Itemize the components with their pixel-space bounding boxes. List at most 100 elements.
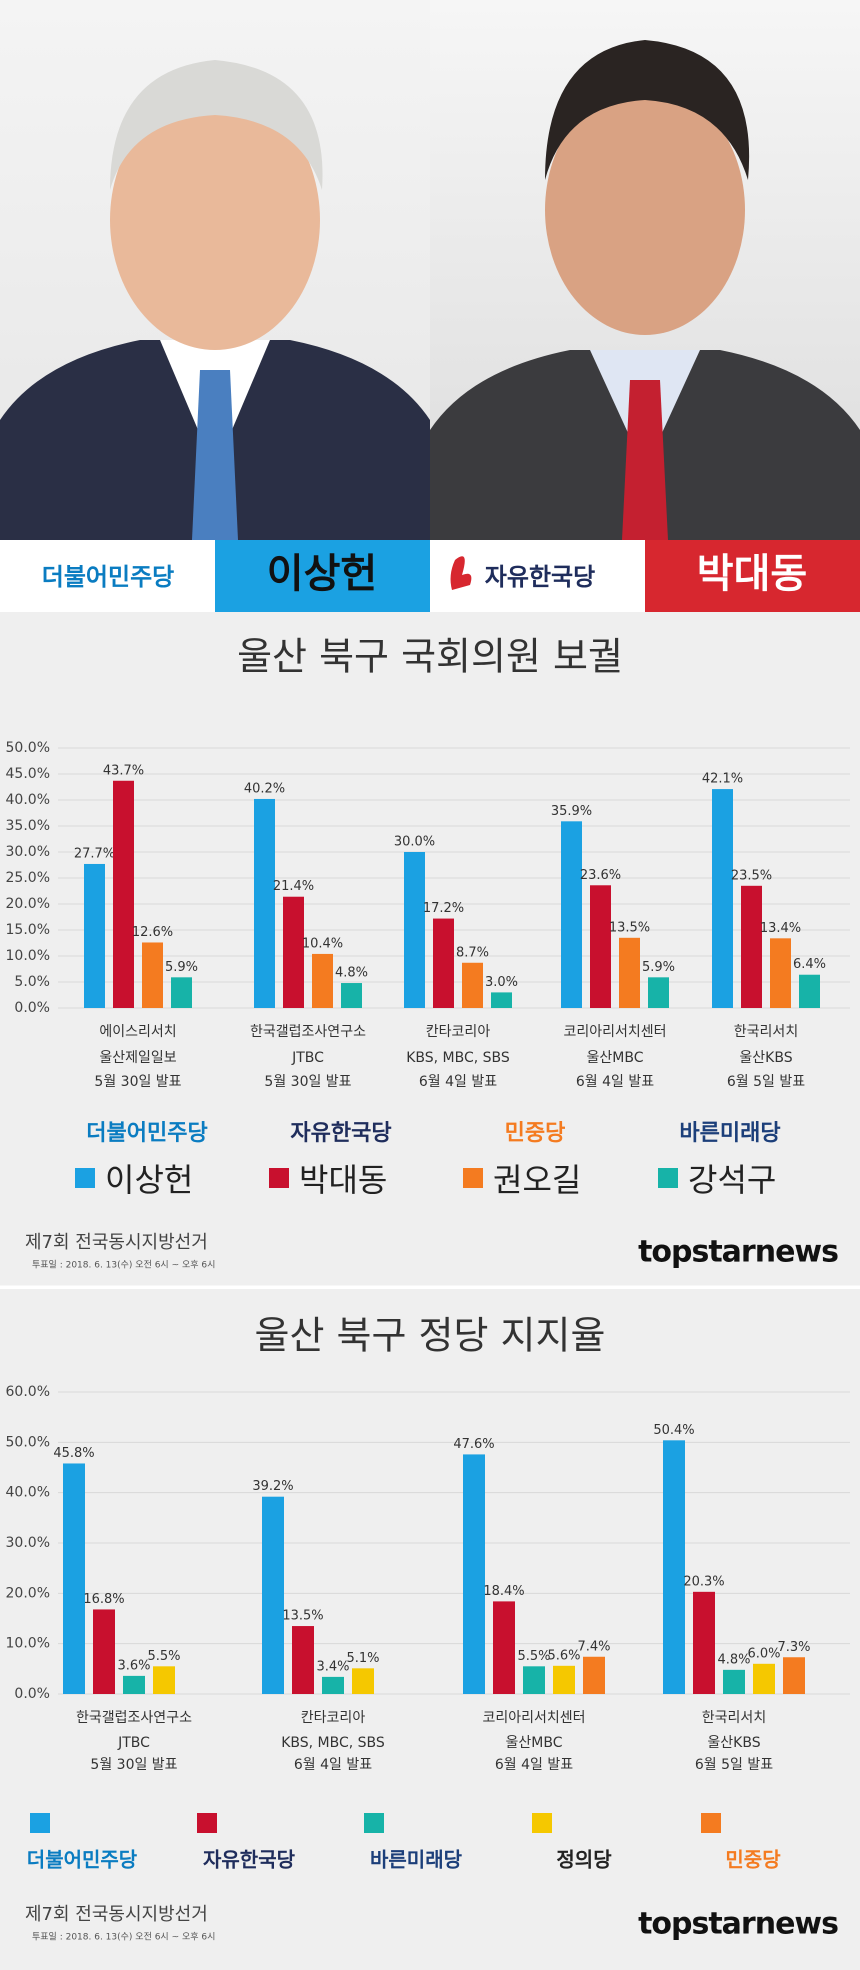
bar bbox=[523, 1666, 545, 1694]
bar bbox=[341, 983, 362, 1008]
value-label: 5.5% bbox=[517, 1649, 550, 1664]
name-box bbox=[645, 540, 860, 612]
bar bbox=[783, 1657, 805, 1694]
bar bbox=[493, 1601, 515, 1694]
bar bbox=[292, 1626, 314, 1694]
party-name: 자유한국당 bbox=[485, 563, 595, 591]
value-label: 13.5% bbox=[609, 920, 650, 935]
x-tick-label: 5월 30일 발표 bbox=[90, 1757, 177, 1773]
party-name: 더불어민주당 bbox=[42, 563, 174, 591]
legend-label: 권오길 bbox=[493, 1161, 581, 1199]
bar bbox=[463, 1454, 485, 1694]
panel bbox=[0, 1289, 860, 1970]
x-tick-label: 6월 4일 발표 bbox=[495, 1757, 573, 1773]
legend-label: 바른미래당 bbox=[370, 1848, 463, 1872]
legend-party: 바른미래당 bbox=[679, 1121, 780, 1146]
value-label: 5.5% bbox=[147, 1649, 180, 1664]
value-label: 13.5% bbox=[282, 1609, 323, 1624]
x-tick-label: 6월 4일 발표 bbox=[294, 1757, 372, 1773]
bar bbox=[583, 1656, 605, 1694]
bar bbox=[171, 977, 192, 1008]
value-label: 39.2% bbox=[252, 1479, 293, 1494]
legend-swatch bbox=[658, 1168, 678, 1188]
y-tick-label: 45.0% bbox=[6, 766, 50, 782]
chart-title: 울산 북구 정당 지지율 bbox=[255, 1314, 606, 1358]
bar bbox=[283, 896, 304, 1008]
value-label: 27.7% bbox=[74, 846, 115, 861]
x-tick-label: 칸타코리아 bbox=[426, 1024, 491, 1040]
x-tick-label: 에이스리서치 bbox=[99, 1024, 176, 1040]
x-tick-label: 한국갤럽조사연구소 bbox=[76, 1710, 192, 1726]
x-tick-label: 6월 5일 발표 bbox=[695, 1757, 773, 1773]
y-tick-label: 30.0% bbox=[6, 1535, 50, 1551]
name-box bbox=[215, 540, 430, 612]
value-label: 3.0% bbox=[485, 975, 518, 990]
legend-swatch bbox=[30, 1813, 50, 1833]
y-tick-label: 10.0% bbox=[6, 1636, 50, 1652]
chart-title: 울산 북구 국회의원 보궐 bbox=[237, 635, 623, 679]
y-tick-label: 25.0% bbox=[6, 870, 50, 886]
value-label: 6.0% bbox=[747, 1646, 780, 1661]
legend-swatch bbox=[532, 1813, 552, 1833]
value-label: 7.4% bbox=[577, 1639, 610, 1654]
bar bbox=[84, 863, 105, 1008]
candidate-name: 이상헌 bbox=[267, 551, 377, 597]
bar bbox=[619, 937, 640, 1008]
value-label: 12.6% bbox=[132, 925, 173, 940]
x-tick-label: 울산제일일보 bbox=[99, 1050, 176, 1066]
bar bbox=[322, 1676, 344, 1694]
legend-swatch bbox=[269, 1168, 289, 1188]
bar bbox=[799, 974, 820, 1008]
bar bbox=[404, 852, 425, 1008]
legend-label: 자유한국당 bbox=[203, 1848, 296, 1872]
legend-swatch bbox=[364, 1813, 384, 1833]
legend-swatch bbox=[463, 1168, 483, 1188]
candidate-name: 박대동 bbox=[697, 551, 807, 597]
bar bbox=[254, 798, 275, 1008]
y-tick-label: 40.0% bbox=[6, 792, 50, 808]
value-label: 6.4% bbox=[793, 957, 826, 972]
x-tick-label: 6월 4일 발표 bbox=[576, 1074, 654, 1090]
value-label: 7.3% bbox=[777, 1640, 810, 1655]
bar bbox=[590, 885, 611, 1008]
legend-swatch bbox=[197, 1813, 217, 1833]
bar bbox=[553, 1665, 575, 1694]
bar bbox=[142, 942, 163, 1008]
x-tick-label: KBS, MBC, SBS bbox=[281, 1735, 385, 1751]
x-tick-label: 울산MBC bbox=[506, 1735, 563, 1751]
legend-party: 민중당 bbox=[505, 1121, 566, 1146]
footer-brand: topstarnews bbox=[638, 1907, 838, 1942]
value-label: 17.2% bbox=[423, 901, 464, 916]
y-tick-label: 15.0% bbox=[6, 922, 50, 938]
value-label: 13.4% bbox=[760, 921, 801, 936]
y-tick-label: 50.0% bbox=[6, 1434, 50, 1450]
value-label: 43.7% bbox=[103, 763, 144, 778]
y-tick-label: 50.0% bbox=[6, 740, 50, 756]
bar bbox=[312, 953, 333, 1008]
legend-label: 민중당 bbox=[725, 1848, 781, 1872]
legend-swatch bbox=[75, 1168, 95, 1188]
value-label: 47.6% bbox=[453, 1437, 494, 1452]
bar bbox=[93, 1609, 115, 1694]
value-label: 8.7% bbox=[456, 945, 489, 960]
value-label: 42.1% bbox=[702, 772, 743, 787]
value-label: 5.6% bbox=[547, 1648, 580, 1663]
photo-right bbox=[430, 0, 860, 540]
legend-label: 더불어민주당 bbox=[27, 1848, 138, 1872]
party-box bbox=[0, 540, 215, 612]
footer-date: 투표일 : 2018. 6. 13(수) 오전 6시 ~ 오후 6시 bbox=[32, 1932, 215, 1943]
party-icon bbox=[450, 556, 472, 590]
bar bbox=[753, 1663, 775, 1694]
y-tick-label: 40.0% bbox=[6, 1485, 50, 1501]
bar bbox=[153, 1666, 175, 1694]
y-tick-label: 0.0% bbox=[14, 1000, 50, 1016]
value-label: 30.0% bbox=[394, 835, 435, 850]
value-label: 4.8% bbox=[335, 966, 368, 981]
x-tick-label: JTBC bbox=[291, 1050, 324, 1066]
y-tick-label: 20.0% bbox=[6, 896, 50, 912]
y-tick-label: 0.0% bbox=[14, 1686, 50, 1702]
y-tick-label: 20.0% bbox=[6, 1585, 50, 1601]
bar bbox=[113, 780, 134, 1008]
bar bbox=[462, 962, 483, 1008]
value-label: 5.1% bbox=[346, 1651, 379, 1666]
